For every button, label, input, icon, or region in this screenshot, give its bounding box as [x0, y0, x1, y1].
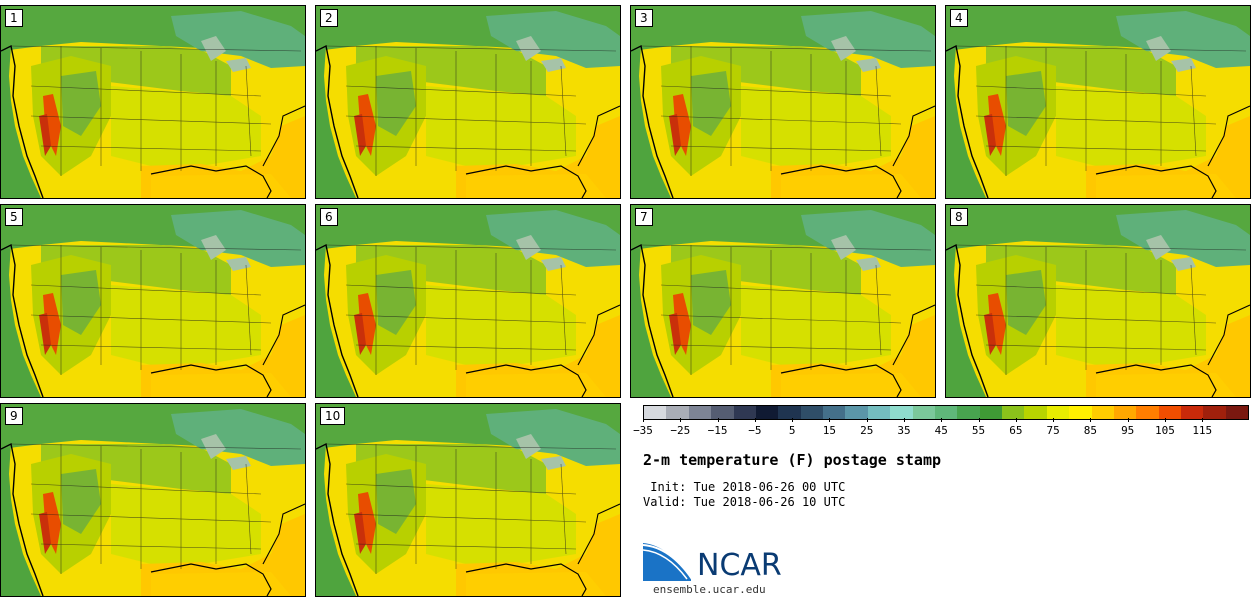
colorbar-tick-label: −35 [633, 424, 653, 437]
colorbar-tick [1053, 418, 1055, 422]
logo-text: NCAR [697, 548, 782, 583]
colorbar-tick-label: 105 [1155, 424, 1175, 437]
map-title: 2-m temperature (F) postage stamp [643, 451, 942, 469]
colorbar-tick-label: 5 [788, 424, 796, 437]
colorbar-tick-label: 25 [860, 424, 874, 437]
panel-number: 10 [320, 407, 346, 425]
logo-url: ensemble.ucar.edu [653, 583, 766, 596]
colorbar-cell [711, 406, 734, 419]
colorbar-cell [823, 406, 846, 419]
panel-number: 1 [5, 9, 23, 27]
colorbar-tick [1202, 418, 1204, 422]
map-panel: 1 [0, 5, 306, 199]
colorbar-cell [755, 406, 779, 419]
panel-number: 3 [635, 9, 653, 27]
colorbar-tick-label: 95 [1121, 424, 1135, 437]
colorbar-tick-label: −15 [707, 424, 728, 437]
colorbar-tick-label: 35 [897, 424, 911, 437]
colorbar-tick-label: 115 [1192, 424, 1213, 437]
colorbar-cell [1046, 406, 1070, 419]
init-time: Init: Tue 2018-06-26 00 UTC [643, 480, 846, 494]
map-panel: 7 [630, 204, 936, 398]
colorbar-tick [792, 418, 794, 422]
colorbar-tick-label: 65 [1009, 424, 1023, 437]
colorbar-cell [890, 406, 913, 419]
colorbar-tick-label: 85 [1083, 424, 1098, 437]
colorbar-tick [1015, 418, 1017, 422]
colorbar-ticks: −35 −25 −15 −5 5 15 25 35 45 55 65 75 85 95 105 115 [633, 418, 1249, 438]
colorbar-cell [1113, 406, 1137, 419]
panel-number: 5 [5, 208, 23, 226]
colorbar-cell [934, 406, 958, 419]
colorbar-tick [643, 418, 644, 422]
colorbar-cell [979, 406, 1002, 419]
colorbar-tick [1127, 418, 1129, 422]
panel-number: 9 [5, 407, 23, 425]
colorbar-tick [1164, 418, 1166, 422]
colorbar-tick-label: 15 [822, 424, 837, 437]
map-panel: 4 [945, 5, 1251, 199]
colorbar-cell [1181, 406, 1204, 419]
colorbar-cell [733, 406, 756, 419]
colorbar-tick [829, 418, 831, 422]
colorbar-cell [957, 406, 980, 419]
colorbar-cell [1136, 406, 1159, 419]
colorbar-cell [845, 406, 868, 419]
colorbar-tick [680, 418, 682, 422]
map-panel: 8 [945, 204, 1251, 398]
colorbar-cell [1024, 406, 1047, 419]
map-panel: 2 [315, 5, 621, 199]
valid-time: Valid: Tue 2018-06-26 10 UTC [643, 495, 846, 509]
colorbar-cell [1203, 406, 1226, 419]
colorbar-cell [1091, 406, 1114, 419]
colorbar-cell [800, 406, 823, 419]
colorbar-tick [754, 418, 756, 422]
colorbar-cell [688, 406, 712, 419]
panel-number: 8 [950, 208, 968, 226]
colorbar-cell [1158, 406, 1181, 419]
colorbar-tick-label: 75 [1046, 424, 1060, 437]
colorbar [643, 405, 1249, 420]
panel-number: 2 [320, 9, 338, 27]
ncar-logo-icon [643, 543, 693, 581]
colorbar-tick [978, 418, 980, 422]
map-panel: 5 [0, 204, 306, 398]
colorbar-cell [644, 406, 667, 419]
colorbar-tick-label: 45 [934, 424, 948, 437]
colorbar-tick-label: −5 [748, 424, 762, 437]
colorbar-cell [666, 406, 689, 419]
colorbar-cell [1069, 406, 1092, 419]
colorbar-tick [1090, 418, 1092, 422]
colorbar-tick [941, 418, 943, 422]
colorbar-tick [866, 418, 868, 422]
panel-number: 4 [950, 9, 968, 27]
colorbar-tick [717, 418, 719, 422]
colorbar-tick [903, 418, 905, 422]
colorbar-tick-label: −25 [670, 424, 691, 437]
colorbar-cell [1225, 406, 1249, 419]
colorbar-cell [912, 406, 935, 419]
panel-number: 7 [635, 208, 653, 226]
map-panel: 6 [315, 204, 621, 398]
map-panel: 3 [630, 5, 936, 199]
colorbar-cell [1002, 406, 1025, 419]
map-panel: 9 [0, 403, 306, 597]
colorbar-cell [778, 406, 801, 419]
colorbar-tick-label: 55 [971, 424, 986, 437]
panel-number: 6 [320, 208, 338, 226]
map-panel: 10 [315, 403, 621, 597]
colorbar-cell [867, 406, 891, 419]
